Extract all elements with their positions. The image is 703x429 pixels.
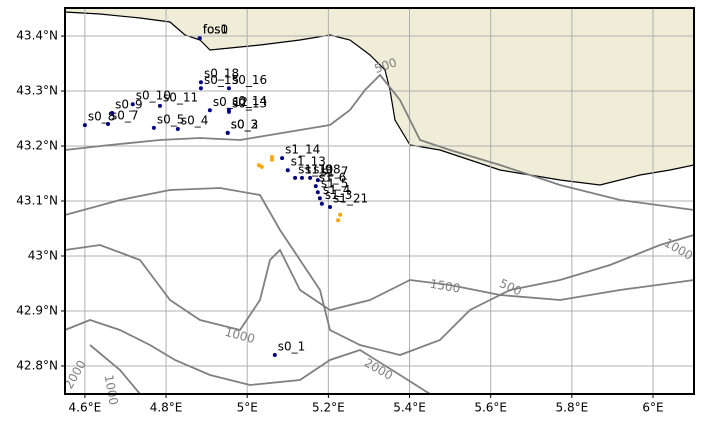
station-point <box>313 184 318 189</box>
contour-label: 1500 <box>429 277 462 296</box>
station-label: s0_11 <box>163 90 198 104</box>
contour-label: 1000 <box>102 374 121 407</box>
station-point <box>110 111 115 116</box>
y-tick-label: 43.2°N <box>16 139 58 153</box>
station-label: s0_14 <box>232 94 267 108</box>
station-point <box>308 175 313 180</box>
station-point <box>299 175 304 180</box>
station-label: s0_9 <box>115 98 143 112</box>
station-point <box>315 190 320 195</box>
station-label: s0_16 <box>232 73 267 87</box>
station-label: s1_5 <box>321 177 349 191</box>
x-tick-label: 5.2°E <box>312 401 345 415</box>
station-point <box>225 130 230 135</box>
x-tick-label: 5.4°E <box>393 401 426 415</box>
station-label: s0_13 <box>232 96 267 110</box>
station-point <box>259 164 264 169</box>
station-label: s0_10 <box>136 89 171 103</box>
station-point <box>175 126 180 131</box>
x-tick-label: 6°E <box>642 401 663 415</box>
station-point <box>336 218 341 223</box>
station-label: s1_3 <box>325 188 353 202</box>
station-point <box>151 125 156 130</box>
station-point <box>285 168 290 173</box>
station-point <box>197 36 202 41</box>
station-point <box>198 86 203 91</box>
x-tick-label: 5°E <box>237 401 258 415</box>
station-label: s1_8 <box>313 162 341 176</box>
y-tick-label: 42.9°N <box>16 303 58 317</box>
station-point <box>106 122 111 127</box>
station-label: s0_15 <box>204 73 239 87</box>
y-tick-label: 42.8°N <box>16 358 58 372</box>
y-tick-label: 43.1°N <box>16 194 58 208</box>
y-tick-label: 43°N <box>28 248 58 262</box>
x-tick-label: 5.6°E <box>474 401 507 415</box>
station-label: s1_9 <box>305 162 333 176</box>
station-label: s0_4 <box>181 113 209 127</box>
station-label: s0_8 <box>88 110 116 124</box>
station-label: s1_10 <box>298 162 333 176</box>
station-point <box>226 86 231 91</box>
station-label: s1_14 <box>285 143 320 157</box>
station-point <box>280 156 285 161</box>
station-label: s0_12 <box>213 95 248 109</box>
station-label: s1_7 <box>321 165 349 179</box>
station-label: s0_18 <box>204 67 239 81</box>
station-point <box>319 201 324 206</box>
land <box>64 7 695 186</box>
station-point <box>130 102 135 107</box>
station-label: s1_4 <box>323 183 351 197</box>
station-point <box>207 108 212 113</box>
axes: 4.6°E 4.8°E 5°E 5.2°E 5.4°E 5.6°E 5.8°E 6°E 42.8… <box>16 29 663 415</box>
station-point <box>269 155 274 160</box>
station-point <box>317 196 322 201</box>
station-label: s0_7 <box>111 109 139 123</box>
station-point <box>338 212 343 217</box>
station-point <box>269 157 274 162</box>
station-label: s1_13 <box>291 155 326 169</box>
station-label: s0_3 <box>231 117 259 131</box>
x-tick-label: 5.8°E <box>556 401 589 415</box>
station-point <box>198 80 203 85</box>
station-label: s1_21 <box>333 192 368 206</box>
station-point <box>157 103 162 108</box>
station-label: fos0 <box>203 23 228 37</box>
station-point <box>82 123 87 128</box>
station-point <box>272 352 277 357</box>
grid <box>65 8 694 394</box>
y-tick-label: 43.3°N <box>16 84 58 98</box>
station-label: s0_1 <box>278 339 306 353</box>
station-label: s1_6 <box>319 171 347 185</box>
station-point <box>293 175 298 180</box>
station-label: s0_2 <box>231 117 259 131</box>
station-label: s0_5 <box>157 112 185 126</box>
station-point <box>315 178 320 183</box>
contours <box>64 73 695 395</box>
x-tick-label: 4.8°E <box>150 401 183 415</box>
y-tick-label: 43.4°N <box>16 29 58 43</box>
station-label: fos1 <box>203 23 228 37</box>
station-point <box>226 107 231 112</box>
contour-label: 1000 <box>223 325 256 346</box>
x-tick-label: 4.6°E <box>69 401 102 415</box>
station-point <box>327 205 332 210</box>
contour-label: 2000 <box>362 356 395 383</box>
